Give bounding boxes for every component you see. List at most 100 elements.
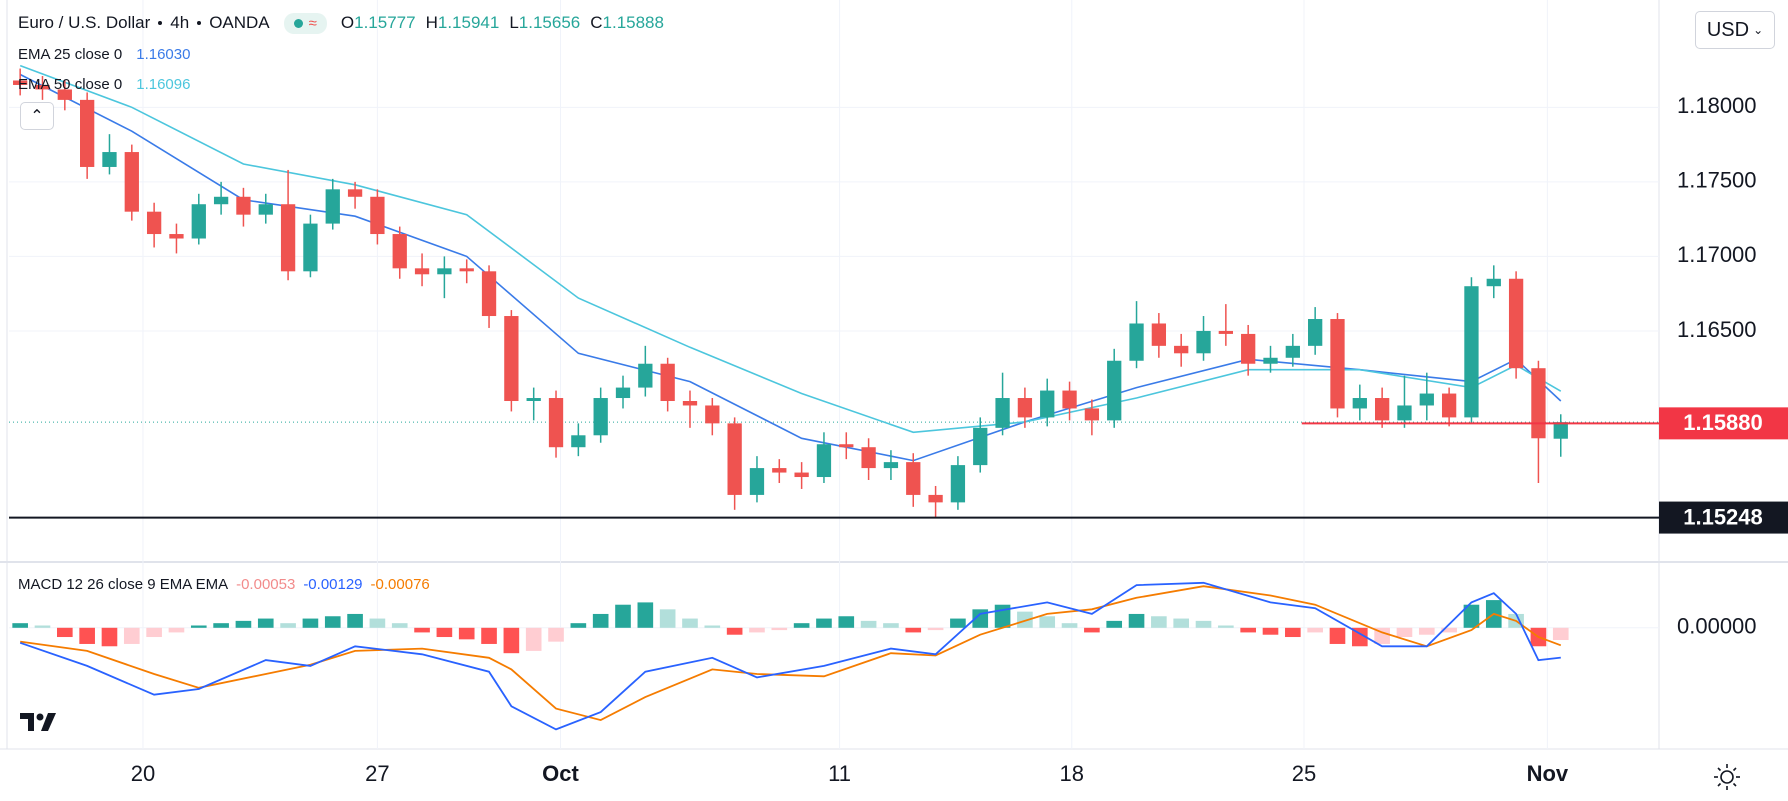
candle-body xyxy=(102,152,117,167)
candle-body xyxy=(124,152,139,212)
ema-legend-row: EMA 50 close 0 1.16096 xyxy=(18,71,190,97)
macd-histogram-bar xyxy=(302,618,319,628)
candle-body xyxy=(1419,393,1434,406)
candle-body xyxy=(1441,393,1457,418)
ohlc-value: 1.15941 xyxy=(437,13,500,32)
macd-histogram-bar xyxy=(592,613,609,628)
y-tick-label: 1.17500 xyxy=(1677,168,1757,193)
candle-body xyxy=(57,89,72,100)
macd-histogram-bar xyxy=(525,627,542,651)
candle-body xyxy=(950,465,966,503)
level-label-box xyxy=(1659,501,1788,534)
macd-histogram-bar xyxy=(34,625,51,628)
macd-histogram-bar xyxy=(481,627,497,644)
status-pill[interactable]: ≈ xyxy=(283,12,327,34)
ema-legend-row: EMA 25 close 0 1.16030 xyxy=(18,41,190,67)
symbol-title: Euro / U.S. Dollar xyxy=(18,13,151,32)
candle-body xyxy=(459,268,474,272)
candle-body xyxy=(1397,405,1412,421)
candle-body xyxy=(1017,398,1033,418)
x-tick-label: 11 xyxy=(828,761,851,786)
macd-histogram-bar xyxy=(213,623,229,628)
macd-histogram-bar xyxy=(883,623,899,628)
macd-histogram-bar xyxy=(1307,627,1323,633)
macd-histogram-bar xyxy=(257,618,274,628)
y-tick-label: 1.18000 xyxy=(1677,93,1757,118)
macd-line xyxy=(19,581,1561,731)
level-label: 1.15880 xyxy=(1683,410,1763,435)
candle-body xyxy=(1263,357,1278,364)
currency-button[interactable]: USD ⌄ xyxy=(1695,11,1775,49)
wave-icon: ≈ xyxy=(308,14,317,32)
candle-body xyxy=(1129,323,1144,361)
macd-histogram-bar xyxy=(1061,623,1078,628)
macd-histogram-bar xyxy=(771,627,788,631)
macd-histogram-bar xyxy=(1173,618,1190,628)
ema-line xyxy=(19,73,1562,462)
macd-histogram-bar xyxy=(414,627,430,633)
chevron: ⌄ xyxy=(1753,23,1764,37)
candle-body xyxy=(1508,278,1524,369)
candle-body xyxy=(347,189,363,197)
macd-histogram-bar xyxy=(324,616,341,628)
ema-value: 1.16030 xyxy=(136,45,191,63)
macd-histogram-bar xyxy=(1329,627,1346,644)
candle-body xyxy=(35,84,50,90)
macd-histogram-bar xyxy=(1106,620,1123,628)
candle-body xyxy=(906,462,921,495)
macd-histogram-bar xyxy=(369,618,386,628)
macd-histogram-bar xyxy=(1151,616,1167,628)
candle-body xyxy=(705,405,720,424)
candle-body xyxy=(1151,323,1167,346)
candle-body xyxy=(638,363,653,388)
macd-histogram-bar xyxy=(570,623,587,628)
collapse-button[interactable]: ⌃ xyxy=(20,102,54,130)
ohlc-key: H xyxy=(425,13,438,32)
ema-name: EMA 25 close 0 xyxy=(18,45,123,63)
candle-body xyxy=(1308,319,1323,346)
candle-body xyxy=(749,468,765,495)
candle-body xyxy=(526,398,541,402)
macd-legend: MACD 12 26 close 9 EMA EMA -0.00053 -0.00… xyxy=(18,572,430,596)
macd-histogram-bar xyxy=(436,627,453,638)
candle-body xyxy=(883,462,899,469)
macd-legend-value: -0.00053 xyxy=(236,575,296,593)
candle-body xyxy=(772,468,787,473)
macd-histogram-bar xyxy=(615,604,631,628)
ohlc-key: O xyxy=(340,13,355,32)
macd-histogram-bar xyxy=(1441,627,1457,633)
candle-body xyxy=(258,204,273,215)
settings-icon[interactable] xyxy=(1712,762,1742,792)
candle-body xyxy=(13,80,28,85)
candle-body xyxy=(169,234,184,239)
market-dot xyxy=(293,18,303,28)
candle-body xyxy=(1553,422,1568,439)
macd-histogram-bar xyxy=(235,620,252,628)
macd-histogram-bar xyxy=(12,623,28,628)
candle-body xyxy=(995,398,1010,428)
candle-body xyxy=(236,196,251,215)
x-tick-label: 18 xyxy=(1060,761,1084,786)
candle-body xyxy=(481,271,497,317)
ema-value: 1.16096 xyxy=(136,75,191,93)
candle-body xyxy=(1464,286,1479,418)
candle-body xyxy=(1241,333,1256,364)
candle-body xyxy=(392,234,407,269)
candle-body xyxy=(1196,330,1211,354)
candle-body xyxy=(548,398,564,448)
exchange: OANDA xyxy=(209,13,270,32)
ema-line xyxy=(19,64,1562,434)
macd-histogram-bar xyxy=(168,627,185,633)
candle-body xyxy=(861,447,876,469)
candle-body xyxy=(1174,345,1189,354)
macd-legend-value: -0.00076 xyxy=(370,575,430,593)
x-tick-label: Oct xyxy=(542,761,579,786)
y2-tick-label: 0.00000 xyxy=(1677,614,1757,639)
macd-histogram-bar xyxy=(1552,627,1569,641)
macd-histogram-bar xyxy=(927,627,944,631)
macd-histogram-bar xyxy=(391,623,408,628)
x-tick-label: 20 xyxy=(131,761,155,786)
macd-histogram-bar xyxy=(1418,627,1435,635)
